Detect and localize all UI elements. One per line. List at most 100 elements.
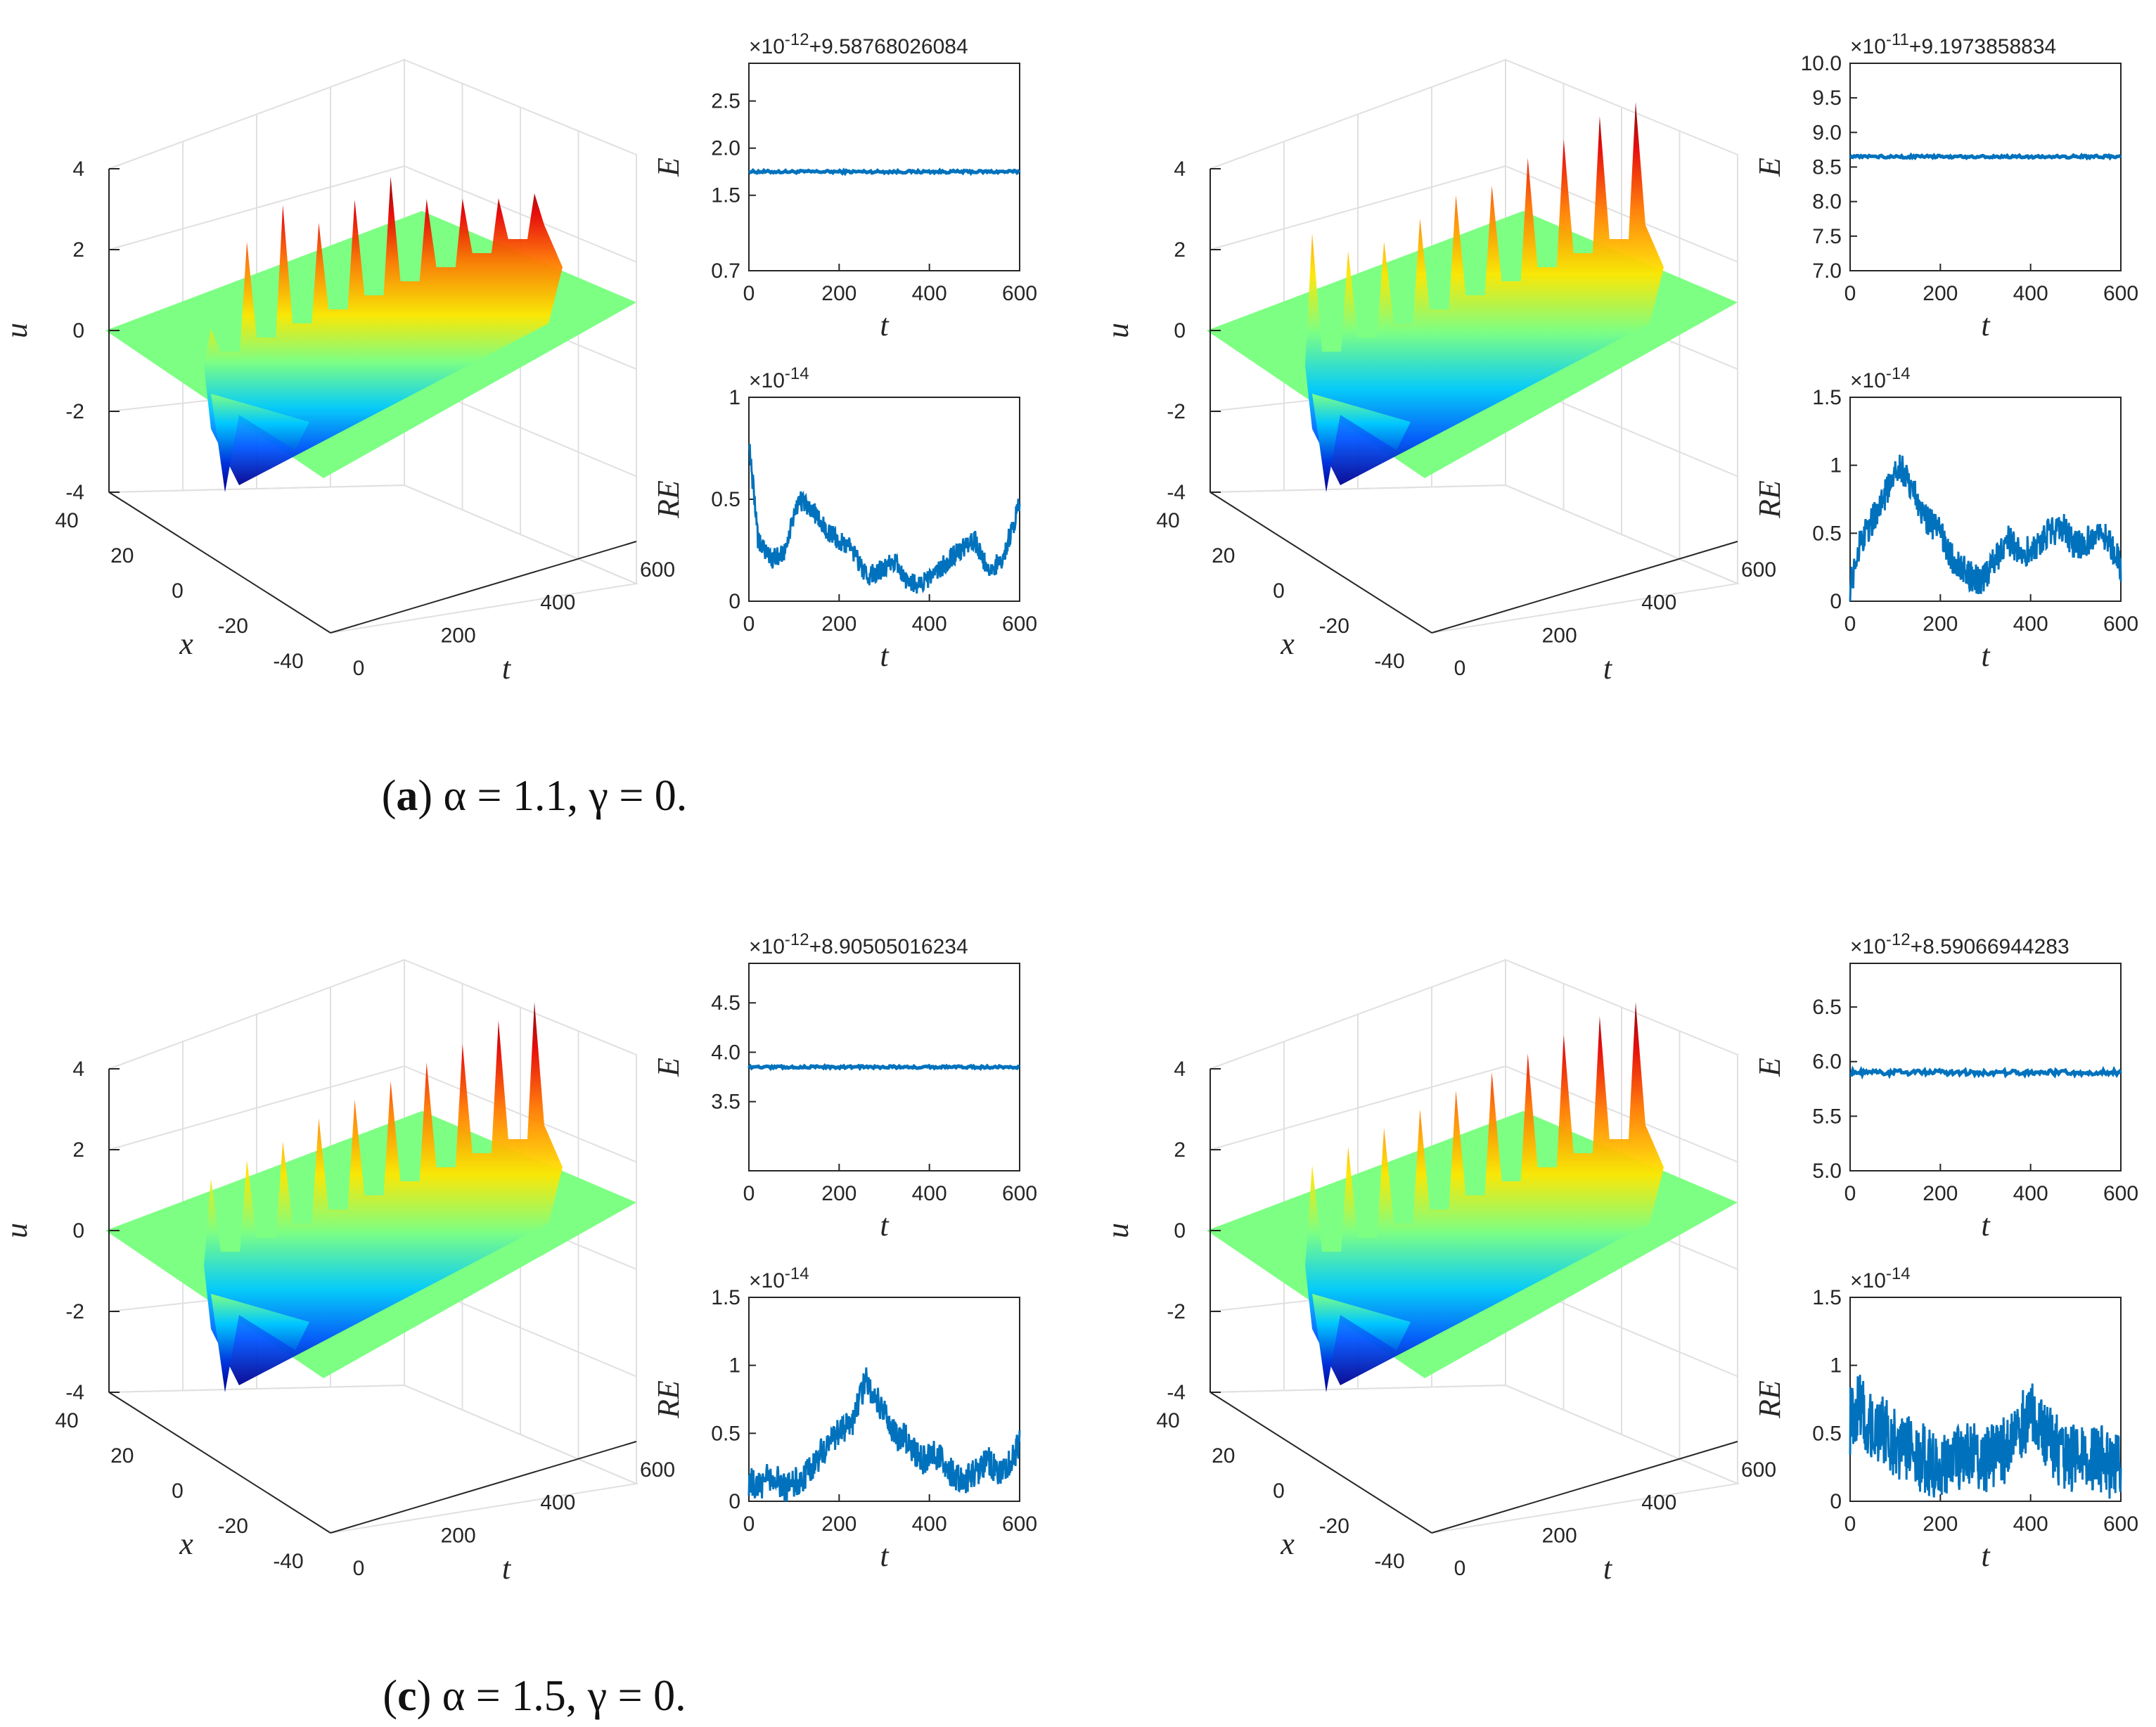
grid-line	[404, 165, 637, 263]
energy-series-line	[747, 167, 1021, 176]
rel-error-series-line	[1849, 454, 2122, 602]
z-tick-label: 4	[1174, 158, 1186, 181]
x-axis-label: t	[880, 638, 890, 673]
t-axis-label: t	[502, 651, 512, 686]
x-tick-label: -40	[1374, 650, 1404, 673]
y-axis-label: E	[651, 1058, 686, 1077]
y-tick-label: 0.5	[711, 488, 740, 511]
energy-series-line	[1849, 1065, 2123, 1080]
y-tick-label: 1.5	[711, 1286, 740, 1309]
rel-error-series-line	[747, 444, 1021, 594]
x-tick-label: 200	[1923, 612, 1958, 636]
t-tick-label: 200	[441, 624, 476, 647]
t-tick-label: 0	[1454, 657, 1466, 680]
x-tick-label: 600	[2103, 1182, 2138, 1205]
t-tick-label: 400	[1641, 591, 1676, 615]
x-axis-line	[1209, 1392, 1432, 1534]
surface-ridge	[1305, 102, 1664, 485]
plot-frame	[1849, 963, 2122, 1171]
z-tick-label: -4	[65, 1381, 84, 1404]
x-tick-label: 400	[912, 1513, 947, 1536]
grid-line	[404, 1065, 637, 1163]
x-tick-label: -20	[1319, 1515, 1349, 1538]
x-tick-label: 400	[2013, 1182, 2048, 1205]
x-tick-label: 600	[1002, 1513, 1037, 1536]
t-tick-label: 400	[540, 591, 575, 615]
z-tick-label: 2	[1174, 238, 1186, 262]
x-tick-label: -40	[1374, 1550, 1404, 1573]
z-axis-label: u	[1101, 1223, 1135, 1238]
t-axis-line	[330, 1441, 637, 1534]
y-tick-label: 0.5	[1812, 1422, 1842, 1445]
x-tick-label: 600	[1002, 612, 1037, 636]
x-axis-label: t	[880, 1208, 890, 1243]
x-tick-label: 0	[743, 1182, 755, 1205]
y-tick-label: 1	[729, 386, 740, 409]
t-axis-line	[1431, 541, 1738, 634]
x-axis-label: t	[1981, 308, 1991, 342]
t-tick-label: 0	[1454, 1557, 1466, 1580]
y-tick-label: 8.5	[1812, 156, 1842, 179]
z-tick-label: 2	[72, 238, 84, 262]
t-axis-line	[1431, 1441, 1738, 1534]
x-axis-label: t	[880, 1539, 890, 1573]
x-tick-label: 0	[1844, 1182, 1856, 1205]
y-tick-label: 1.5	[1812, 1286, 1842, 1309]
y-tick-label: 1.5	[1812, 386, 1842, 409]
x-axis-label: t	[880, 308, 890, 342]
surface-dip	[1312, 394, 1411, 492]
z-tick-label: -2	[1167, 400, 1186, 423]
y-offset-label: ×10-12+8.90505016234	[749, 930, 968, 958]
x-tick-label: 20	[110, 544, 134, 567]
x-tick-label: 600	[1002, 282, 1037, 305]
energy-series-line	[1849, 152, 2122, 161]
z-tick-label: 0	[72, 1219, 84, 1243]
surface-dip	[211, 1294, 309, 1392]
y-tick-label: 1.5	[711, 184, 740, 207]
z-tick-label: 0	[72, 319, 84, 342]
rel-error-series-line	[747, 1367, 1021, 1502]
y-tick-label: 7.0	[1812, 259, 1842, 283]
y-offset-label: ×10-14	[1850, 364, 1911, 392]
y-tick-label: 9.0	[1812, 121, 1842, 144]
y-tick-label: 0	[1830, 1490, 1842, 1513]
x-tick-label: 600	[1002, 1182, 1037, 1205]
x-tick-label: 20	[1212, 544, 1235, 567]
x-tick-label: -20	[218, 615, 248, 638]
x-tick-label: 0	[743, 282, 755, 305]
t-axis-line	[330, 541, 637, 634]
x-axis-line	[108, 492, 331, 634]
rel-error-plot: 0 200 400 600 t 1.5 1 0.5 0 RE ×10-14	[1752, 1264, 2138, 1573]
y-tick-label: 4.0	[711, 1041, 740, 1064]
y-tick-label: 0	[729, 590, 740, 613]
surface-ridge	[1305, 1002, 1664, 1385]
y-tick-label: 5.5	[1812, 1105, 1842, 1128]
x-tick-label: 40	[1156, 1409, 1179, 1432]
y-tick-label: 1	[1830, 1354, 1842, 1378]
x-tick-label: 40	[55, 509, 78, 532]
x-tick-label: 40	[1156, 509, 1179, 532]
x-tick-label: -40	[273, 1550, 303, 1573]
t-tick-label: 400	[540, 1491, 575, 1515]
t-tick-label: 600	[1741, 558, 1776, 582]
t-tick-label: 200	[1542, 624, 1577, 647]
x-tick-label: 0	[172, 579, 184, 603]
z-axis-label: u	[0, 323, 34, 338]
x-tick-label: 400	[912, 1182, 947, 1205]
z-tick-label: -2	[1167, 1300, 1186, 1323]
x-axis-label: t	[1981, 638, 1991, 673]
z-tick-label: 4	[72, 1058, 84, 1081]
x-tick-label: -40	[273, 650, 303, 673]
x-axis-label: x	[1280, 1527, 1295, 1561]
x-tick-label: 600	[2103, 282, 2138, 305]
x-tick-label: 20	[1212, 1444, 1235, 1468]
plot-frame	[748, 63, 1020, 271]
x-tick-label: 200	[821, 612, 856, 636]
panel-caption: (a) α = 1.1, γ = 0.	[382, 772, 688, 820]
x-tick-label: 0	[1273, 1479, 1285, 1503]
